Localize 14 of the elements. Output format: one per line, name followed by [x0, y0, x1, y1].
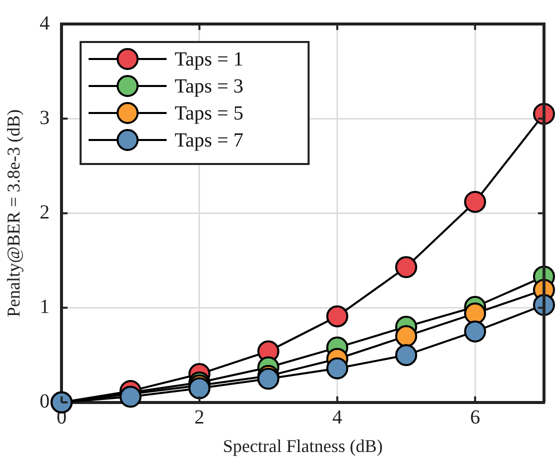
y-axis-title: Penalty@BER = 3.8e-3 (dB) — [4, 109, 24, 318]
x-tick-label: 6 — [470, 406, 480, 429]
legend-label: Taps = 3 — [174, 75, 244, 98]
x-tick-label: 4 — [332, 406, 342, 429]
legend-label: Taps = 5 — [174, 102, 244, 124]
y-tick-label: 4 — [40, 12, 50, 34]
y-tick-label: 2 — [40, 201, 50, 224]
x-tick-label: 2 — [194, 406, 204, 429]
legend-label: Taps = 7 — [174, 129, 244, 152]
y-tick-label: 1 — [40, 296, 50, 318]
y-tick-label: 0 — [40, 390, 50, 413]
y-tick-label: 3 — [40, 106, 50, 129]
x-axis-title: Spectral Flatness (dB) — [222, 436, 383, 456]
legend-label: Taps = 1 — [174, 48, 244, 70]
